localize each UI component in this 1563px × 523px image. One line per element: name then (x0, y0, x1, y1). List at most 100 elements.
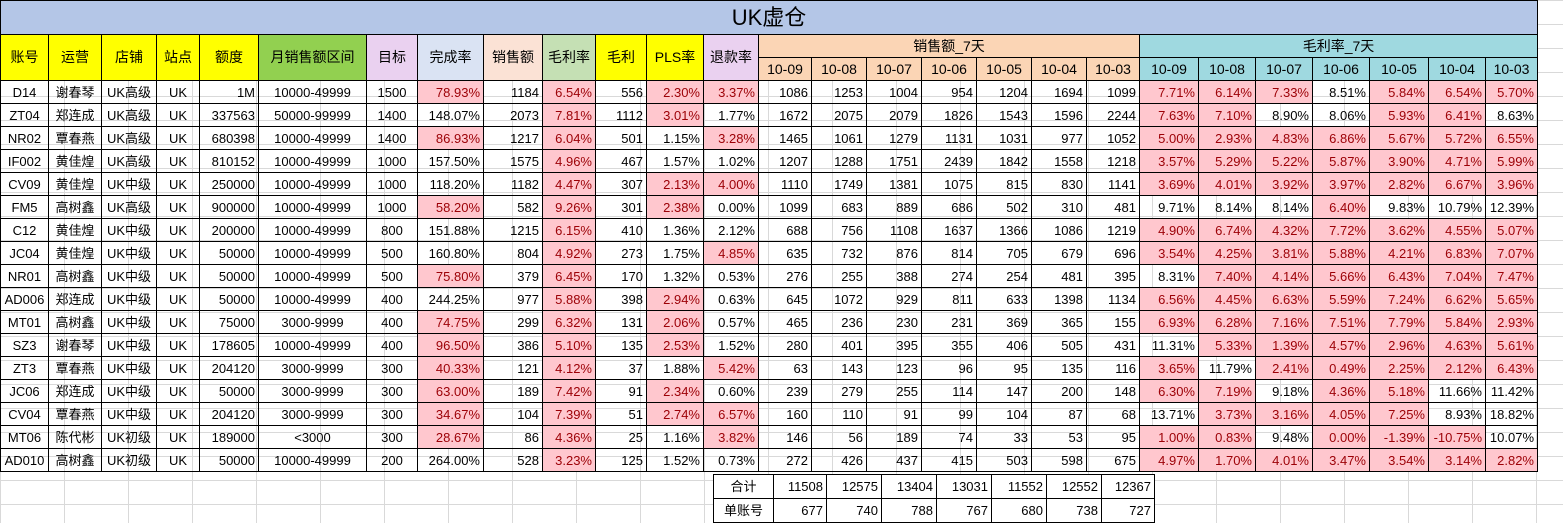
cell-sales-7d[interactable]: 110 (811, 402, 867, 426)
cell-sales[interactable]: 1182 (483, 172, 543, 196)
cell-margin[interactable]: 556 (595, 80, 647, 104)
cell-sales-7d[interactable]: 465 (758, 310, 812, 334)
cell-sales-7d[interactable]: 1288 (811, 149, 867, 173)
header-margin[interactable]: 毛利 (595, 34, 647, 81)
cell-margin-7d[interactable]: 9.83% (1369, 195, 1429, 219)
header-margin-rate[interactable]: 毛利率 (542, 34, 596, 81)
cell-sales-7d[interactable]: 889 (866, 195, 922, 219)
cell-margin-7d[interactable]: 6.54% (1428, 80, 1486, 104)
cell-sales-7d[interactable]: 705 (976, 241, 1032, 265)
cell-margin-7d[interactable]: 4.55% (1428, 218, 1486, 242)
cell-margin-rate[interactable]: 6.54% (542, 80, 596, 104)
cell-sales-7d[interactable]: 426 (811, 448, 867, 472)
cell-sales-7d[interactable]: 114 (921, 379, 977, 403)
cell-margin[interactable]: 37 (595, 356, 647, 380)
cell-margin-7d[interactable]: 4.14% (1255, 264, 1313, 288)
cell-sales-7d[interactable]: 143 (811, 356, 867, 380)
cell-quota[interactable]: 50000 (199, 241, 259, 265)
cell-sales-7d[interactable]: 830 (1031, 172, 1087, 196)
cell-site[interactable]: UK (156, 172, 200, 196)
cell-sales[interactable]: 1215 (483, 218, 543, 242)
cell-site[interactable]: UK (156, 448, 200, 472)
cell-margin-7d[interactable]: -10.75% (1428, 425, 1486, 449)
cell-margin-7d[interactable]: 1.39% (1255, 333, 1313, 357)
cell-completion[interactable]: 118.20% (417, 172, 484, 196)
cell-margin-7d[interactable]: 7.16% (1255, 310, 1313, 334)
cell-margin-7d[interactable]: 12.39% (1485, 195, 1538, 219)
sales-7d-date-3[interactable]: 10-06 (921, 57, 977, 81)
header-pls-rate[interactable]: PLS率 (646, 34, 704, 81)
cell-completion[interactable]: 96.50% (417, 333, 484, 357)
cell-margin-7d[interactable]: 4.57% (1312, 333, 1370, 357)
cell-margin[interactable]: 467 (595, 149, 647, 173)
cell-margin-7d[interactable]: 5.18% (1369, 379, 1429, 403)
cell-operator[interactable]: 高树鑫 (48, 310, 102, 334)
cell-sales-7d[interactable]: 1072 (811, 287, 867, 311)
cell-margin[interactable]: 170 (595, 264, 647, 288)
cell-margin-7d[interactable]: 3.65% (1139, 356, 1199, 380)
cell-completion[interactable]: 74.75% (417, 310, 484, 334)
cell-margin-7d[interactable]: 4.71% (1428, 149, 1486, 173)
cell-margin-7d[interactable]: 2.93% (1198, 126, 1256, 150)
cell-range[interactable]: 10000-49999 (258, 218, 367, 242)
cell-target[interactable]: 300 (366, 402, 418, 426)
totals-sum-label[interactable]: 合计 (713, 474, 774, 499)
cell-margin-rate[interactable]: 4.96% (542, 149, 596, 173)
totals-single-label[interactable]: 单账号 (713, 498, 774, 523)
header-sales[interactable]: 销售额 (483, 34, 543, 81)
cell-refund[interactable]: 1.52% (703, 333, 759, 357)
cell-site[interactable]: UK (156, 310, 200, 334)
cell-sales-7d[interactable]: 1108 (866, 218, 922, 242)
cell-margin[interactable]: 131 (595, 310, 647, 334)
cell-sales-7d[interactable]: 310 (1031, 195, 1087, 219)
cell-range[interactable]: 10000-49999 (258, 195, 367, 219)
cell-margin-7d[interactable]: 3.16% (1255, 402, 1313, 426)
cell-margin[interactable]: 25 (595, 425, 647, 449)
cell-sales-7d[interactable]: 369 (976, 310, 1032, 334)
cell-account[interactable]: IF002 (0, 149, 49, 173)
cell-margin-7d[interactable]: 11.42% (1485, 379, 1538, 403)
cell-sales-7d[interactable]: 1596 (1031, 103, 1087, 127)
cell-target[interactable]: 800 (366, 218, 418, 242)
cell-refund[interactable]: 6.57% (703, 402, 759, 426)
cell-store[interactable]: UK中级 (101, 287, 157, 311)
cell-margin-7d[interactable]: 5.72% (1428, 126, 1486, 150)
cell-sales-7d[interactable]: 1672 (758, 103, 812, 127)
cell-margin-7d[interactable]: 3.90% (1369, 149, 1429, 173)
cell-store[interactable]: UK高级 (101, 195, 157, 219)
cell-margin-rate[interactable]: 4.92% (542, 241, 596, 265)
cell-margin-7d[interactable]: 6.86% (1312, 126, 1370, 150)
cell-account[interactable]: C12 (0, 218, 49, 242)
cell-range[interactable]: 10000-49999 (258, 448, 367, 472)
cell-store[interactable]: UK高级 (101, 103, 157, 127)
cell-margin-rate[interactable]: 7.42% (542, 379, 596, 403)
cell-range[interactable]: 10000-49999 (258, 287, 367, 311)
cell-completion[interactable]: 58.20% (417, 195, 484, 219)
cell-margin-7d[interactable]: 5.84% (1369, 80, 1429, 104)
cell-site[interactable]: UK (156, 356, 200, 380)
cell-completion[interactable]: 78.93% (417, 80, 484, 104)
cell-quota[interactable]: 1M (199, 80, 259, 104)
cell-quota[interactable]: 178605 (199, 333, 259, 357)
cell-sales-7d[interactable]: 1637 (921, 218, 977, 242)
cell-sales-7d[interactable]: 1075 (921, 172, 977, 196)
totals-single-value[interactable]: 680 (991, 498, 1047, 523)
header-operator[interactable]: 运营 (48, 34, 102, 81)
cell-site[interactable]: UK (156, 126, 200, 150)
cell-sales-7d[interactable]: 2244 (1086, 103, 1140, 127)
cell-site[interactable]: UK (156, 149, 200, 173)
totals-sum-value[interactable]: 12367 (1101, 474, 1155, 499)
cell-operator[interactable]: 黄佳煌 (48, 149, 102, 173)
cell-margin-7d[interactable]: 0.49% (1312, 356, 1370, 380)
cell-sales-7d[interactable]: 355 (921, 333, 977, 357)
cell-margin-7d[interactable]: 4.36% (1312, 379, 1370, 403)
cell-pls[interactable]: 1.32% (646, 264, 704, 288)
cell-refund[interactable]: 5.42% (703, 356, 759, 380)
cell-operator[interactable]: 谢春琴 (48, 80, 102, 104)
cell-account[interactable]: NR01 (0, 264, 49, 288)
cell-sales-7d[interactable]: 954 (921, 80, 977, 104)
totals-sum-value[interactable]: 12552 (1046, 474, 1102, 499)
cell-margin-7d[interactable]: 7.33% (1255, 80, 1313, 104)
cell-margin-7d[interactable]: 6.41% (1428, 103, 1486, 127)
cell-sales-7d[interactable]: 1381 (866, 172, 922, 196)
